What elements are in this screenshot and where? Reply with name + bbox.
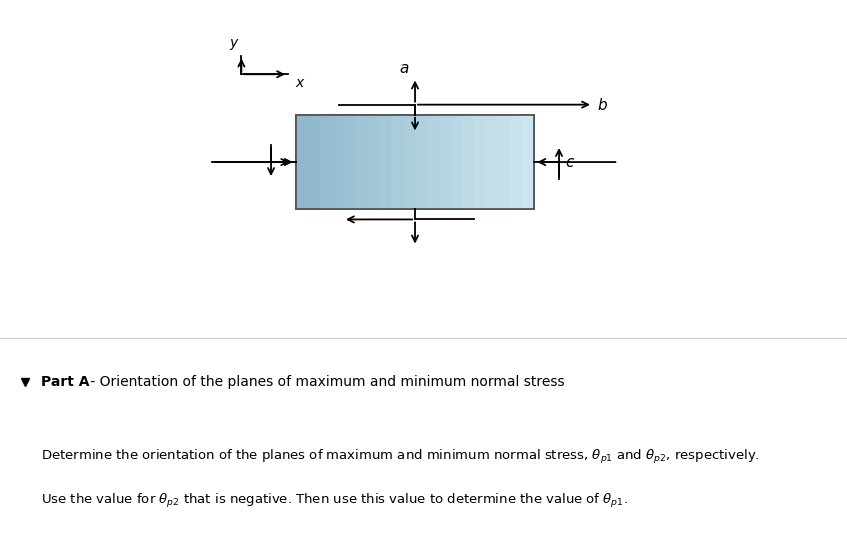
Bar — [332, 115, 345, 209]
Text: Determine the orientation of the planes of maximum and minimum normal stress, $\: Determine the orientation of the planes … — [41, 448, 760, 465]
Text: Part A: Part A — [41, 374, 89, 389]
Bar — [462, 115, 475, 209]
Bar — [486, 115, 499, 209]
Bar — [368, 115, 380, 209]
Bar — [296, 115, 534, 209]
Text: $b$: $b$ — [597, 97, 608, 113]
Bar — [296, 115, 309, 209]
Bar — [308, 115, 321, 209]
Bar — [344, 115, 357, 209]
Bar — [474, 115, 487, 209]
Text: Use the value for $\theta_{p2}$ that is negative. Then use this value to determi: Use the value for $\theta_{p2}$ that is … — [41, 492, 628, 509]
Bar — [522, 115, 534, 209]
Bar — [296, 115, 534, 209]
Bar — [451, 115, 463, 209]
Bar — [510, 115, 523, 209]
Bar — [439, 115, 451, 209]
Bar — [320, 115, 333, 209]
Text: - Orientation of the planes of maximum and minimum normal stress: - Orientation of the planes of maximum a… — [86, 374, 564, 389]
Text: $a$: $a$ — [399, 61, 409, 76]
Bar — [356, 115, 368, 209]
Bar — [403, 115, 416, 209]
Bar — [391, 115, 404, 209]
Text: $y$: $y$ — [230, 37, 240, 52]
Bar — [427, 115, 440, 209]
Bar — [498, 115, 511, 209]
Bar — [379, 115, 392, 209]
Bar — [415, 115, 428, 209]
Text: $c$: $c$ — [565, 155, 575, 170]
Text: $x$: $x$ — [295, 76, 306, 90]
